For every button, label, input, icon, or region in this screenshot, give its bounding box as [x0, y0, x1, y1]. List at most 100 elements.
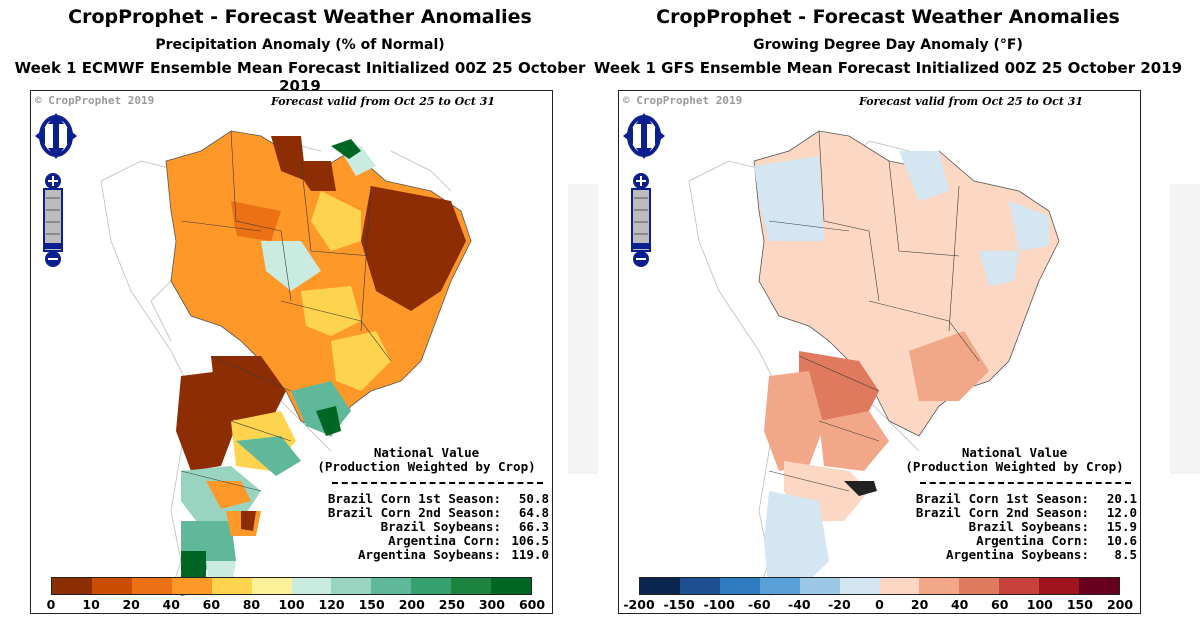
- region-warm-south: [909, 331, 989, 401]
- legend-tick-label: 40: [162, 597, 180, 612]
- legend-swatch: [1039, 578, 1080, 594]
- map-navigation-control[interactable]: [34, 109, 78, 267]
- legend-tick-label: 100: [278, 597, 305, 612]
- precip-map[interactable]: © CropProphet 2019 Forecast valid from O…: [30, 90, 553, 614]
- forecast-validity: Forecast valid from Oct 25 to Oct 31: [271, 95, 496, 108]
- national-subheader: (Production Weighted by Crop): [317, 459, 536, 474]
- national-value-row: Brazil Corn 1st Season: 20.1: [915, 491, 1137, 506]
- panel-subtitle: Precipitation Anomaly (% of Normal): [155, 37, 445, 53]
- legend-tick-label: 20: [122, 597, 140, 612]
- national-value-row: Argentina Soybeans: 119.0: [358, 547, 549, 562]
- national-value-row: Brazil Corn 2nd Season: 12.0: [915, 505, 1137, 520]
- legend-tick-label: 10: [82, 597, 100, 612]
- legend-tick-label: 100: [1026, 597, 1053, 612]
- color-legend: [639, 577, 1120, 595]
- national-value-row: Argentina Corn: 10.6: [976, 533, 1137, 548]
- legend-swatch: [759, 578, 800, 594]
- region-dry-northeast: [361, 186, 466, 311]
- legend-swatch: [879, 578, 920, 594]
- legend-swatch: [171, 578, 212, 594]
- legend-swatch: [640, 578, 680, 594]
- legend-tick-label: 150: [1066, 597, 1093, 612]
- legend-swatch: [291, 578, 332, 594]
- region-cool-patagonia: [764, 491, 829, 596]
- national-value-row: Argentina Soybeans: 8.5: [946, 547, 1137, 562]
- copyright-note: © CropProphet 2019: [35, 94, 155, 107]
- legend-tick-label: -150: [663, 597, 695, 612]
- national-values-box: National Value (Production Weighted by C…: [304, 446, 549, 562]
- panel-title: CropProphet - Forecast Weather Anomalies: [656, 6, 1120, 28]
- legend-swatch: [211, 578, 252, 594]
- zoom-out-icon[interactable]: [45, 251, 61, 267]
- legend-tick-label: 150: [358, 597, 385, 612]
- divider: [332, 482, 543, 484]
- zoom-slider[interactable]: [631, 188, 651, 252]
- legend-tick-label: -100: [703, 597, 735, 612]
- legend-swatch: [491, 578, 532, 594]
- legend-tick-label: 0: [875, 597, 884, 612]
- precip-panel: CropProphet - Forecast Weather Anomalies…: [15, 6, 585, 614]
- divider: [920, 482, 1131, 484]
- legend-tick-label: 120: [318, 597, 345, 612]
- legend-tick-label: 200: [398, 597, 425, 612]
- legend-tick-label: 60: [991, 597, 1009, 612]
- gdd-panel: CropProphet - Forecast Weather Anomalies…: [588, 0, 1188, 618]
- national-value-row: Argentina Corn: 106.5: [388, 533, 549, 548]
- legend-swatch: [999, 578, 1040, 594]
- map-navigation-control[interactable]: [622, 109, 666, 267]
- legend-swatch: [919, 578, 960, 594]
- legend-swatch: [1079, 578, 1120, 594]
- legend-tick-label: 300: [478, 597, 505, 612]
- legend-swatch: [451, 578, 492, 594]
- national-value-row: Brazil Corn 2nd Season: 64.8: [327, 505, 549, 520]
- zoom-slider[interactable]: [43, 188, 63, 252]
- gdd-map[interactable]: © CropProphet 2019 Forecast valid from O…: [618, 90, 1141, 614]
- national-header: National Value: [373, 445, 480, 460]
- legend-tick-label: -40: [788, 597, 811, 612]
- zoom-in-icon[interactable]: [45, 173, 61, 189]
- legend-tick-label: 200: [1106, 597, 1134, 612]
- legend-swatch: [52, 578, 92, 594]
- national-value-row: Brazil Soybeans: 15.9: [968, 519, 1137, 534]
- legend-swatch: [719, 578, 760, 594]
- legend-swatch: [679, 578, 720, 594]
- legend-tick-label: 600: [518, 597, 546, 612]
- national-header: National Value: [961, 445, 1068, 460]
- legend-swatch: [131, 578, 172, 594]
- color-legend: [51, 577, 532, 595]
- divider-strip: [568, 184, 598, 474]
- legend-tick-label: -20: [828, 597, 851, 612]
- zoom-in-icon[interactable]: [633, 173, 649, 189]
- divider-strip: [1170, 184, 1200, 474]
- legend-ticks: -200 -150 -100 -60 -40 -20 0 20 40 60 100 150 200: [623, 597, 1133, 613]
- national-subheader: (Production Weighted by Crop): [905, 459, 1124, 474]
- legend-tick-label: 250: [438, 597, 465, 612]
- legend-tick-label: 40: [950, 597, 969, 612]
- forecast-validity: Forecast valid from Oct 25 to Oct 31: [859, 95, 1084, 108]
- copyright-note: © CropProphet 2019: [623, 94, 743, 107]
- national-value-row: Brazil Corn 1st Season: 50.8: [327, 491, 549, 506]
- legend-swatch: [839, 578, 880, 594]
- panel-subtitle: Growing Degree Day Anomaly (°F): [753, 37, 1023, 53]
- national-value-row: Brazil Soybeans: 66.3: [380, 519, 549, 534]
- legend-swatch: [251, 578, 292, 594]
- gdd-map-canvas[interactable]: [619, 91, 1140, 613]
- precip-map-canvas[interactable]: [31, 91, 552, 613]
- pan-arrows-icon[interactable]: [623, 113, 665, 159]
- legend-tick-label: -60: [747, 597, 771, 612]
- legend-swatch: [411, 578, 452, 594]
- legend-ticks: 0 10 20 40 60 80 100 120 150 200 250 300 600: [47, 597, 545, 613]
- legend-tick-label: 0: [46, 597, 56, 612]
- legend-tick-label: 60: [202, 597, 221, 612]
- pan-arrows-icon[interactable]: [35, 113, 77, 159]
- legend-tick-label: -200: [623, 597, 655, 612]
- region-cool-amazon: [754, 156, 824, 241]
- panel-model-line: Week 1 GFS Ensemble Mean Forecast Initia…: [593, 59, 1183, 77]
- legend-swatch: [371, 578, 412, 594]
- legend-swatch: [91, 578, 132, 594]
- legend-swatch: [331, 578, 372, 594]
- panel-title: CropProphet - Forecast Weather Anomalies: [68, 6, 532, 28]
- zoom-out-icon[interactable]: [633, 251, 649, 267]
- national-values-box: National Value (Production Weighted by C…: [892, 446, 1137, 562]
- legend-tick-label: 80: [242, 597, 261, 612]
